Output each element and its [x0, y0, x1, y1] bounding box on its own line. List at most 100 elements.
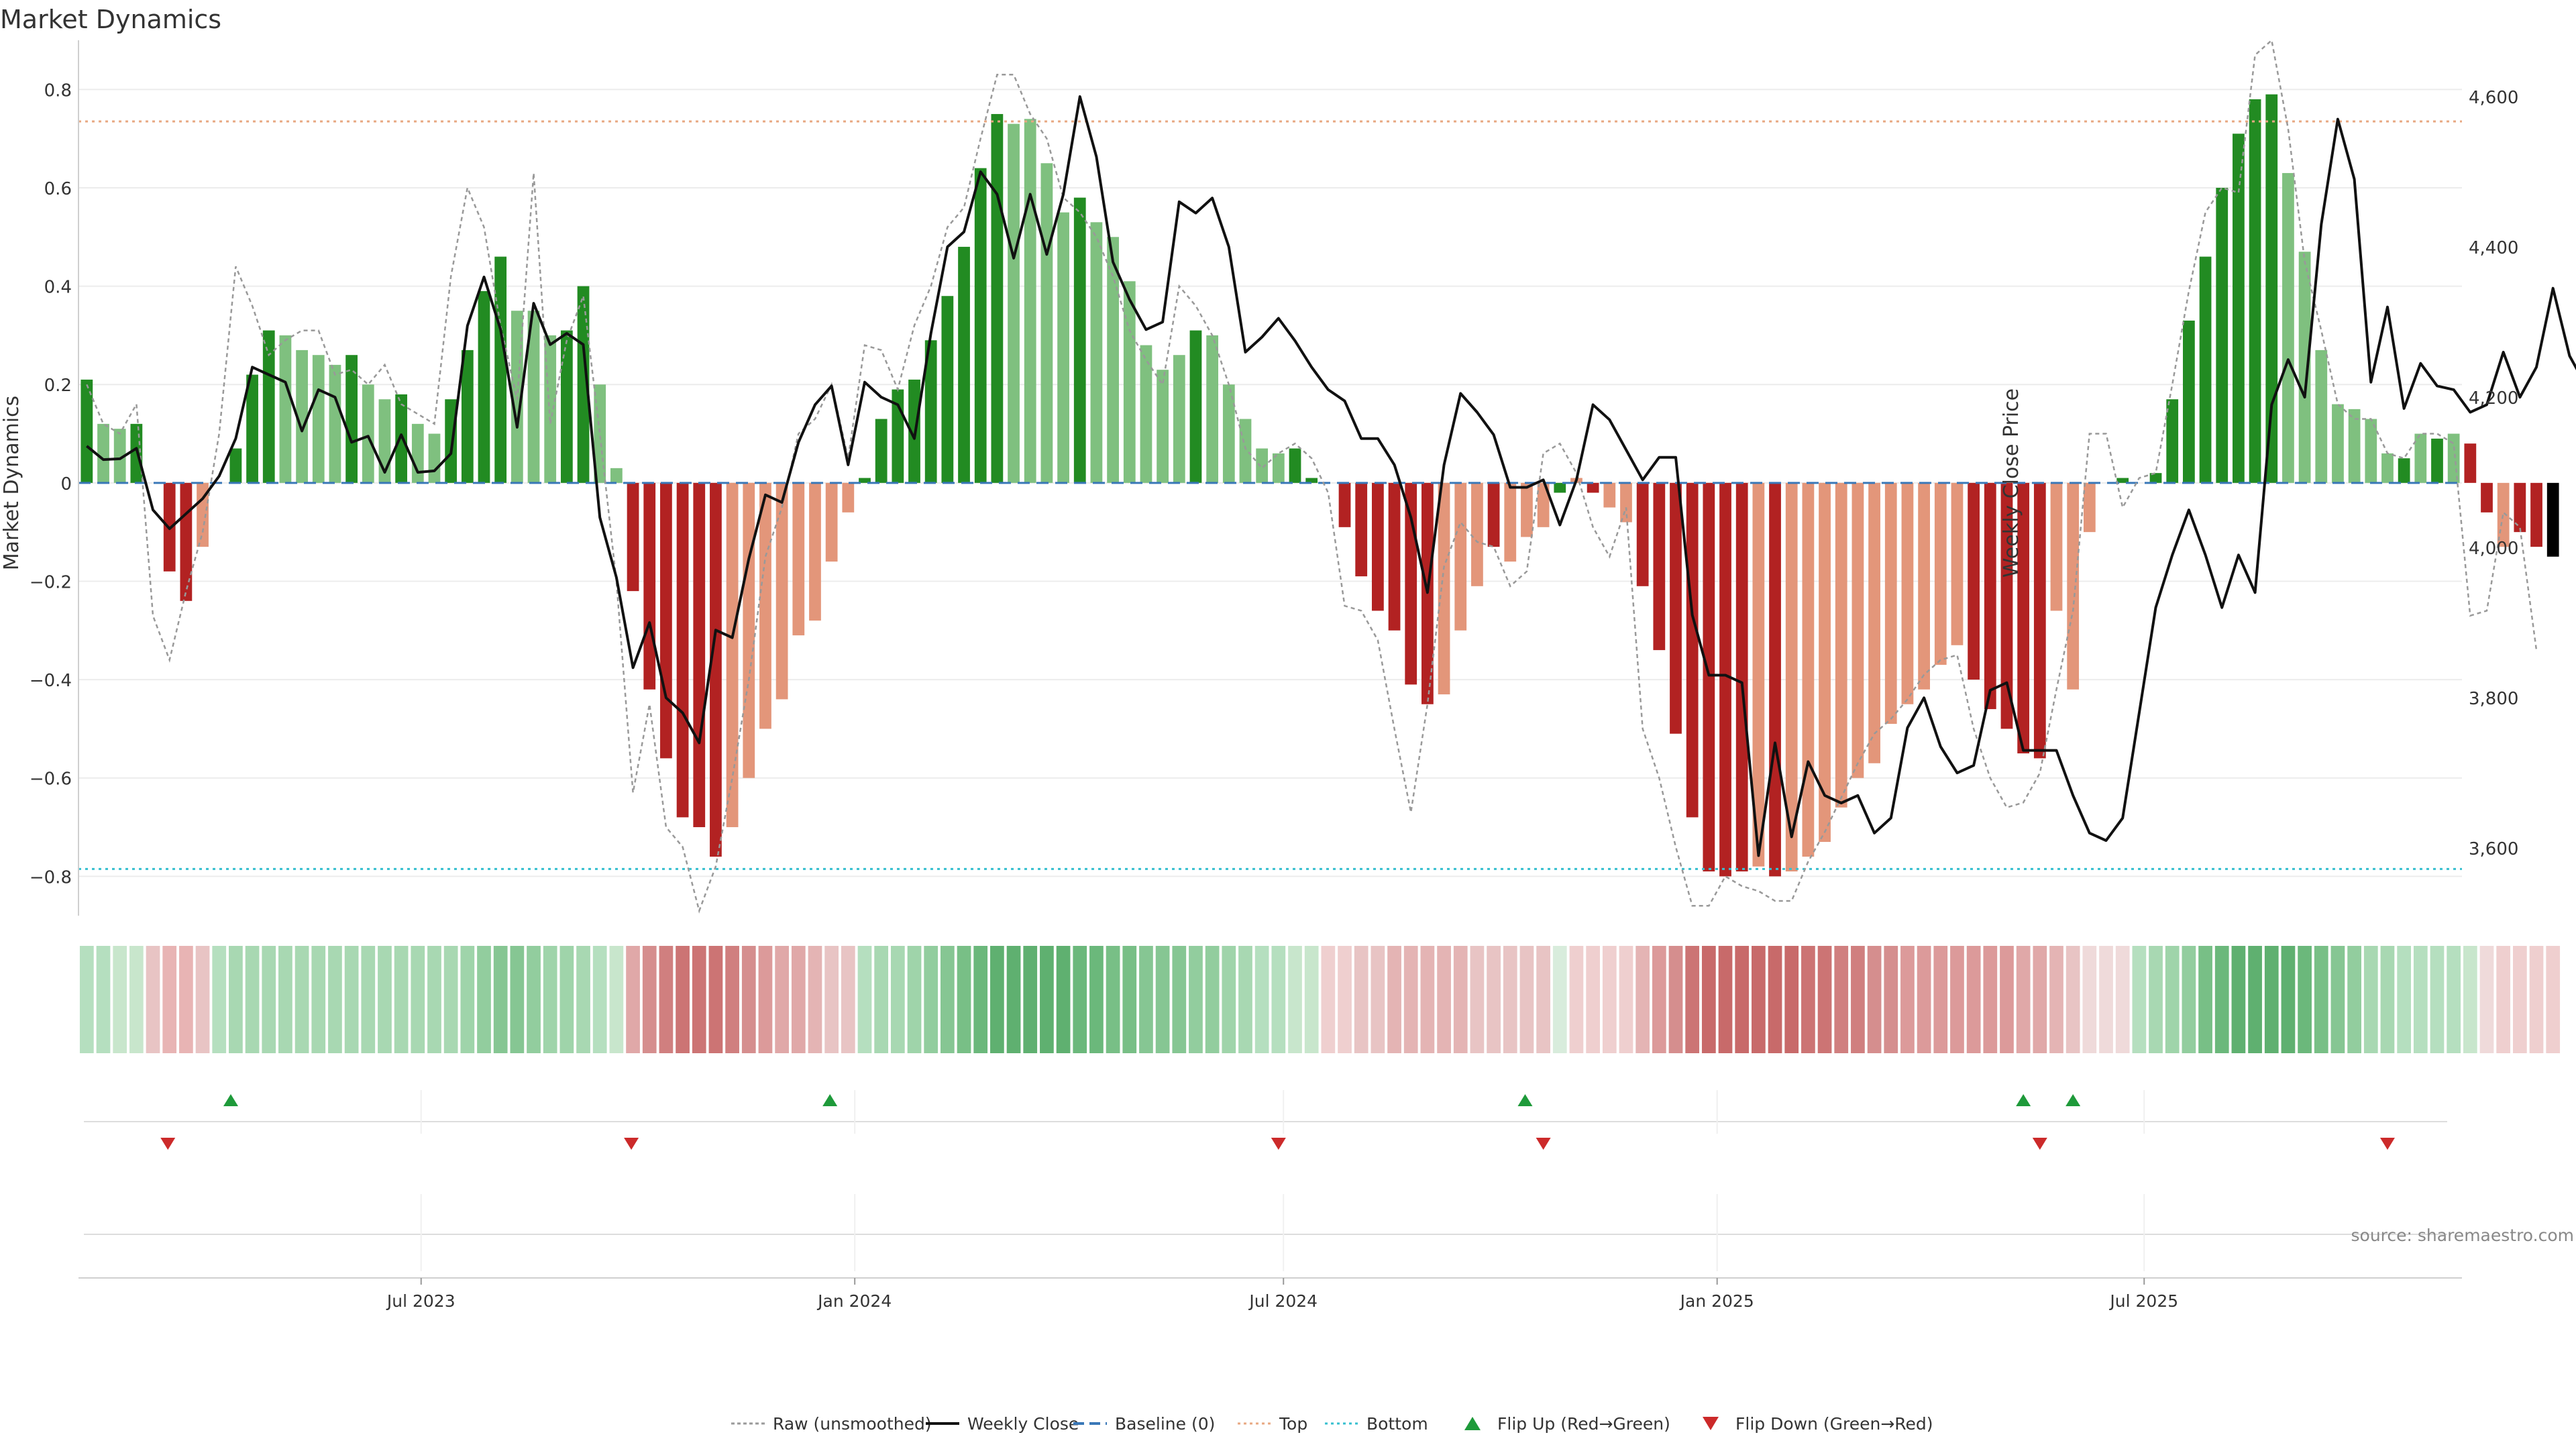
dynamics-bar: [2183, 320, 2195, 483]
heat-cell: [1040, 946, 1054, 1053]
dynamics-bar: [792, 482, 805, 636]
dynamics-bar: [395, 394, 408, 483]
dynamics-bar: [2033, 482, 2046, 759]
heat-cell: [2049, 946, 2063, 1053]
heat-cell: [1884, 946, 1898, 1053]
dynamics-bar: [693, 482, 706, 828]
axes: 0.8 0.6 0.4 0.2 0 −0.2 −0.4 −0.6 −0.8 4,600 4,400 4…: [30, 40, 2518, 916]
dynamics-bar: [1537, 482, 1550, 527]
dynamics-bar: [2464, 443, 2477, 483]
heat-cell: [1403, 946, 1418, 1053]
dynamics-bar: [1884, 482, 1897, 724]
flip-down-marker: [1271, 1138, 1286, 1150]
dynamics-bar: [329, 364, 341, 483]
dynamics-bar: [296, 350, 308, 483]
heat-cell: [311, 946, 326, 1053]
dynamics-bar: [2017, 482, 2030, 754]
heat-cell: [195, 946, 210, 1053]
dynamics-bar: [1206, 335, 1219, 483]
heat-cell: [2132, 946, 2147, 1053]
heat-cell: [146, 946, 160, 1053]
dynamics-bar: [1587, 482, 1599, 493]
dynamics-bar: [1719, 482, 1731, 877]
heat-cell: [394, 946, 409, 1053]
heat-cell: [2447, 946, 2461, 1053]
heat-cell: [1801, 946, 1815, 1053]
dynamics-bar: [1769, 482, 1781, 877]
dynamics-bar: [113, 429, 126, 483]
heat-cell: [642, 946, 657, 1053]
heat-cell: [1304, 946, 1319, 1053]
heat-cell: [659, 946, 674, 1053]
dynamics-bar: [1222, 384, 1235, 483]
heat-cell: [973, 946, 988, 1053]
heat-cell: [1602, 946, 1617, 1053]
chart-title: Market Dynamics: [0, 5, 221, 34]
legend: Raw (unsmoothed) Weekly Close Baseline (0)…: [731, 1414, 1933, 1434]
heat-cell: [527, 946, 541, 1053]
heat-cell: [1453, 946, 1468, 1053]
legend-label: Flip Up (Red→Green): [1497, 1414, 1670, 1434]
heat-cell: [2496, 946, 2511, 1053]
heat-cell: [2231, 946, 2246, 1053]
dynamics-bar: [2199, 256, 2212, 483]
flip-down-marker: [160, 1138, 176, 1150]
y-tick-label: 0.2: [44, 376, 72, 396]
legend-swatch: [1464, 1417, 1481, 1430]
dynamics-bar: [1487, 482, 1500, 547]
dynamics-bar: [1802, 482, 1815, 857]
dynamics-bar: [445, 399, 458, 483]
legend-item-up: Flip Up (Red→Green): [1464, 1414, 1670, 1434]
dynamics-bar: [2000, 482, 2013, 729]
dynamics-bar: [246, 374, 258, 483]
dynamics-bar: [229, 448, 242, 483]
heat-cell: [294, 946, 309, 1053]
source-note: source: sharemaestro.com: [2351, 1226, 2575, 1245]
heat-cell: [2380, 946, 2395, 1053]
dynamics-bar: [775, 482, 788, 700]
legend-label: Raw (unsmoothed): [773, 1414, 932, 1434]
heat-cell: [1503, 946, 1517, 1053]
dynamics-bar: [809, 482, 821, 621]
legend-label: Weekly Close: [967, 1414, 1079, 1434]
dynamics-bar: [958, 246, 970, 483]
heat-cell: [1851, 946, 1865, 1053]
dynamics-bar: [825, 482, 838, 562]
legend-item-bottom: Bottom: [1325, 1414, 1428, 1434]
dynamics-bar: [2414, 433, 2427, 483]
heat-cell: [1338, 946, 1352, 1053]
dynamics-bar: [1868, 482, 1880, 763]
dynamics-bar: [1703, 482, 1715, 872]
heat-cell: [1701, 946, 1716, 1053]
heat-cell: [1420, 946, 1435, 1053]
heat-cell: [559, 946, 574, 1053]
flip-down-marker: [2379, 1138, 2395, 1150]
y-tick-label: −0.8: [30, 867, 72, 888]
dynamics-bar: [627, 482, 639, 592]
dynamics-bar: [2332, 404, 2344, 483]
heat-cell: [1900, 946, 1915, 1053]
heat-cell: [1586, 946, 1600, 1053]
raw-series-line: [86, 38, 2538, 914]
dynamics-bar: [1040, 163, 1053, 483]
heat-cell: [1950, 946, 1964, 1053]
dynamics-bar: [924, 340, 937, 483]
dynamics-bar: [1454, 482, 1467, 631]
heat-cell: [576, 946, 590, 1053]
heat-cell: [1519, 946, 1534, 1053]
heat-cell: [1784, 946, 1799, 1053]
dynamics-bar: [2166, 399, 2179, 483]
dynamics-bar: [1653, 482, 1666, 651]
dynamics-bar: [1620, 482, 1632, 523]
y-tick-label: 0.6: [44, 179, 72, 199]
dynamics-bar: [494, 256, 507, 483]
y2-tick-label: 3,600: [2469, 839, 2518, 859]
heat-cell: [941, 946, 955, 1053]
dynamics-bar: [2381, 453, 2394, 483]
heat-cell: [411, 946, 425, 1053]
weekly-close-line: [86, 95, 2576, 857]
dynamics-bar: [1951, 482, 1964, 645]
dynamics-bar: [2365, 419, 2377, 483]
dynamics-bar: [461, 350, 474, 483]
heat-cell: [609, 946, 624, 1053]
